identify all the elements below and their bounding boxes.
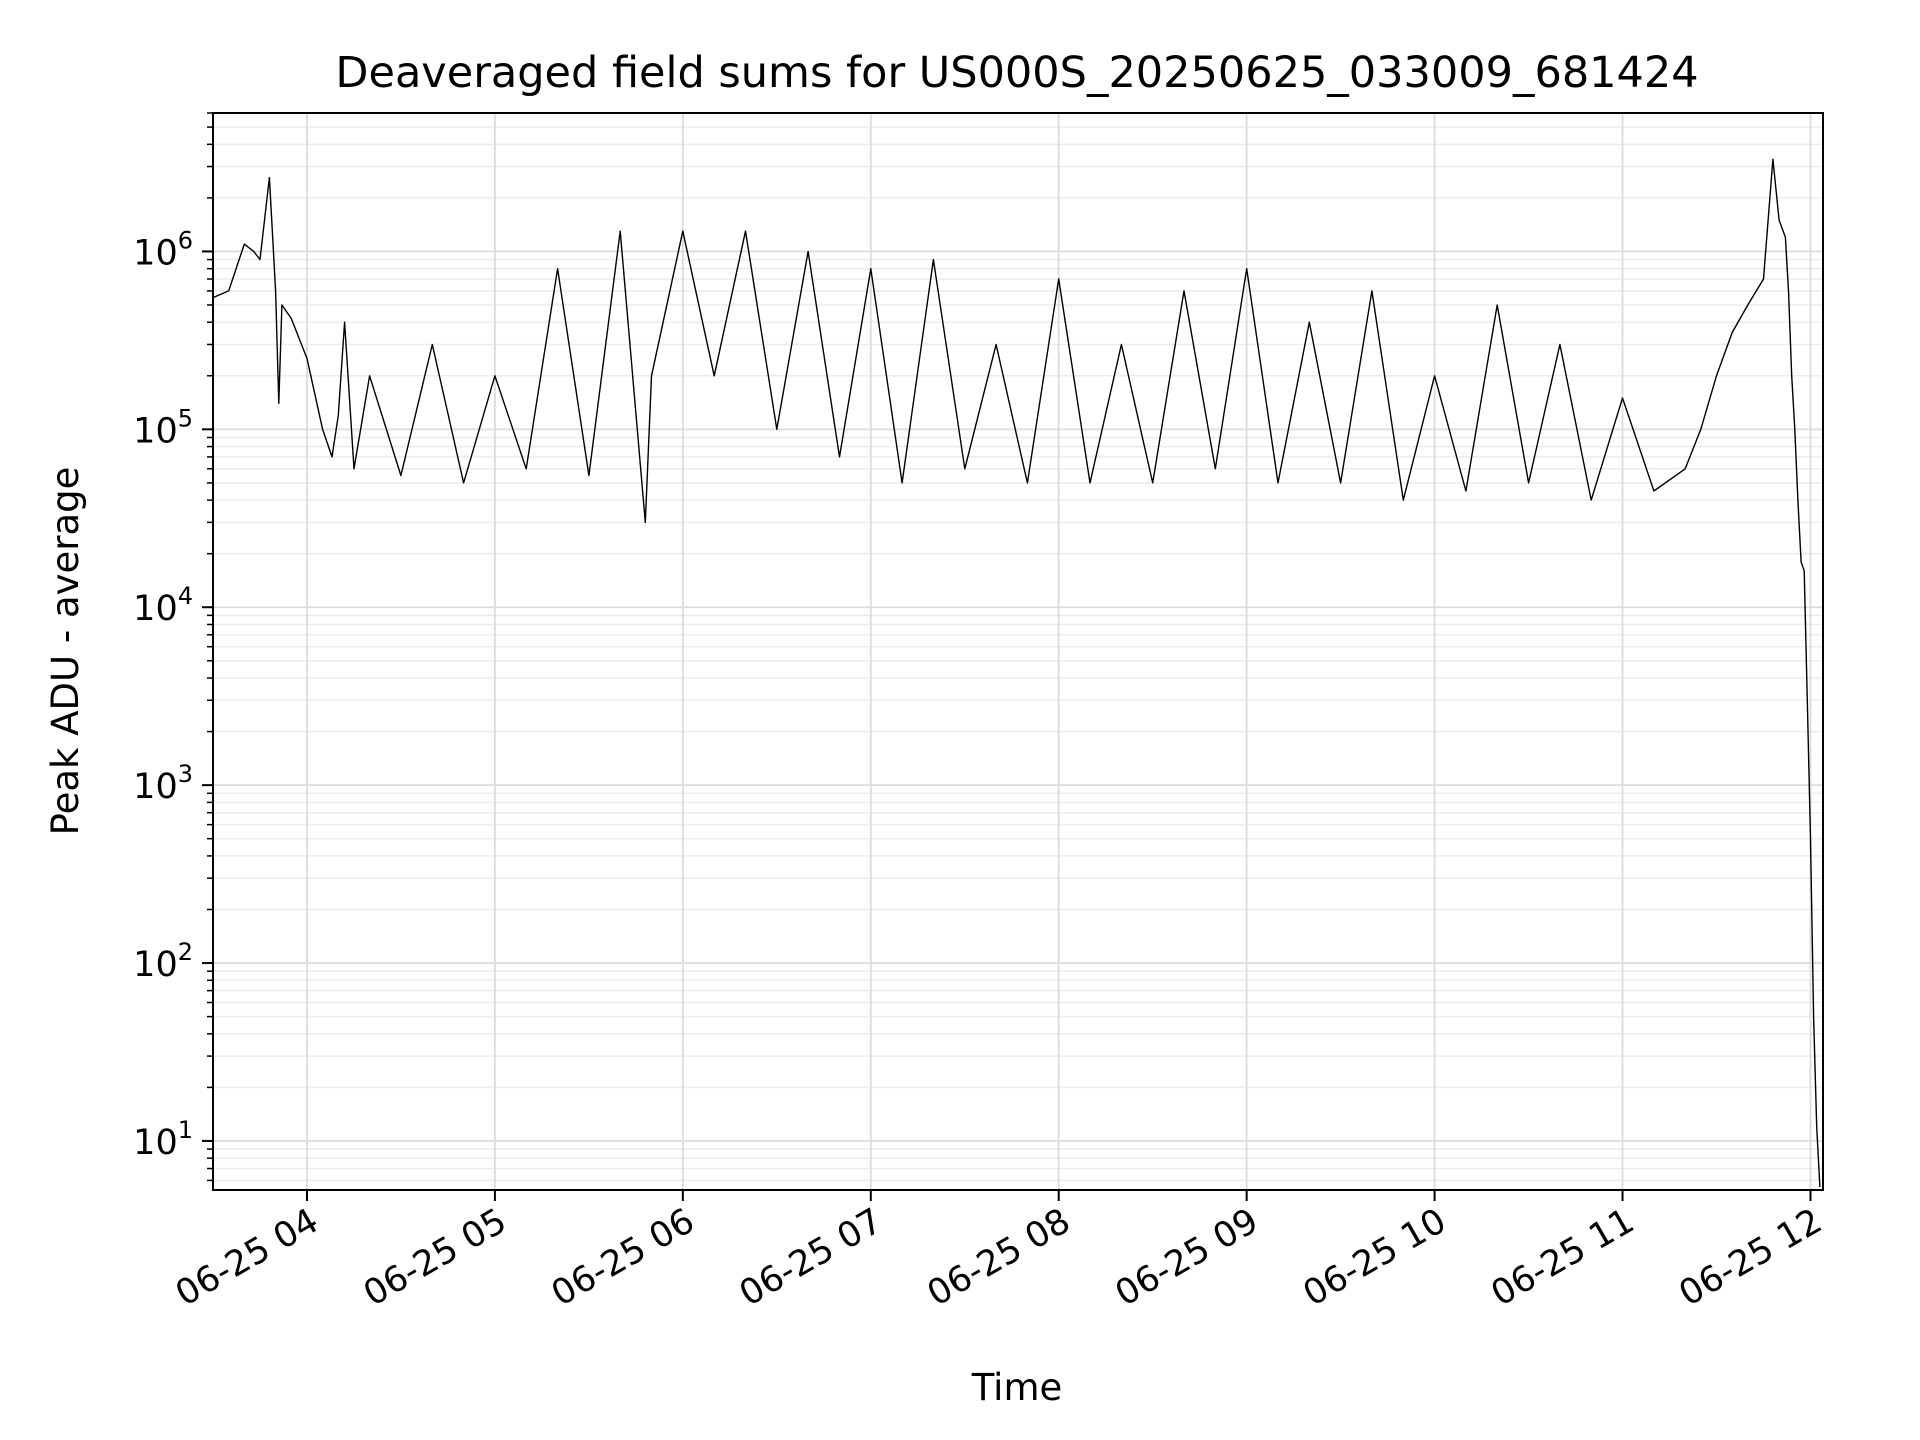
y-tick-label: 106 bbox=[133, 226, 193, 273]
y-tick-label: 102 bbox=[133, 938, 193, 985]
minor-gridlines bbox=[213, 112, 1823, 1182]
chart-title: Deaveraged field sums for US000S_2025062… bbox=[335, 48, 1698, 98]
plot-frame bbox=[212, 112, 1824, 1191]
y-tick-label: 104 bbox=[133, 582, 193, 629]
x-axis-label: Time bbox=[971, 1366, 1063, 1409]
series-layer bbox=[212, 158, 1821, 1188]
y-tick-label: 105 bbox=[133, 404, 193, 451]
y-axis: 101 102 103 104 105 106 bbox=[133, 112, 213, 1182]
y-tick-label: 101 bbox=[133, 1116, 193, 1163]
y-axis-label: Peak ADU - average bbox=[44, 467, 87, 836]
y-tick-label: 103 bbox=[133, 760, 193, 807]
major-gridlines bbox=[213, 113, 1823, 1190]
series-line-0 bbox=[212, 158, 1821, 1188]
